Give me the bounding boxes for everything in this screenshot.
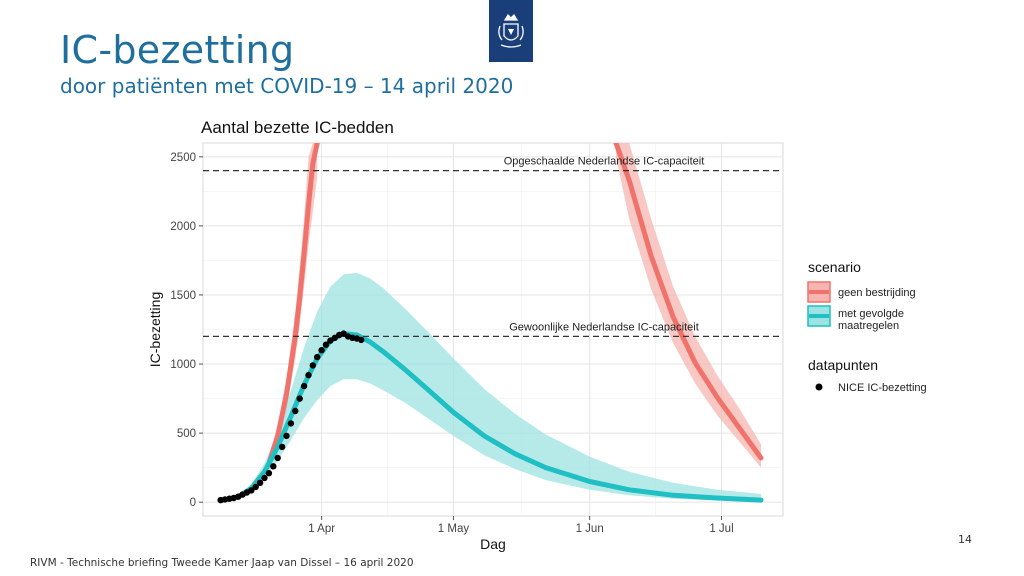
nice-data-point [270,463,277,470]
nice-data-point [248,487,255,494]
x-tick-label: 1 May [438,523,470,535]
y-axis-title: IC-bezetting [147,292,163,367]
nice-data-point [358,336,365,344]
series-line-met-gevolgde-maatregelen-0 [218,331,764,504]
series-line-geen-bestrijding-1 [613,143,764,461]
nice-data-point [300,382,308,390]
nice-data-point [265,470,273,477]
nice-data-point [292,407,299,415]
y-tick-label: 2000 [170,221,196,233]
plot-layer [218,143,764,504]
nice-data-point [296,395,303,402]
coat-of-arms-icon [498,13,524,48]
nice-data-point [283,432,290,440]
nice-data-point [287,420,295,427]
x-tick-label: 1 Jun [576,523,604,535]
nice-data-point [314,353,321,361]
legend-scenario-title: scenario [808,259,861,275]
chart-title: Aantal bezette IC-bedden [201,118,394,137]
y-tick-label: 1500 [170,290,196,302]
band-met-gevolgde-maatregelen-0 [220,272,762,502]
band-geen-bestrijding-1 [616,143,761,468]
footer-text: RIVM - Technische briefing Tweede Kamer … [30,557,414,569]
legend-scenario-label: maatregelen [838,320,899,332]
nice-data-point [278,443,286,451]
nice-data-point [274,454,281,462]
nice-data-point [252,483,259,491]
y-tick-label: 2500 [170,152,196,164]
y-tick-label: 1000 [170,359,196,371]
x-axis-title: Dag [480,536,506,552]
nice-data-point [261,474,268,482]
x-tick-label: 1 Apr [308,523,335,535]
legend-scenario-label: met gevolgde [838,308,904,320]
x-tick-label: 1 Jul [709,523,733,535]
slide-subtitle: door patiënten met COVID-19 – 14 april 2… [60,74,514,98]
y-tick-label: 500 [177,428,196,440]
reference-line-label-0: Opgeschaalde Nederlandse IC-capaciteit [504,156,705,168]
nice-data-point [305,371,312,379]
slide-title: IC-bezetting [60,28,295,72]
nice-data-point [309,362,316,369]
nice-data-point [322,341,330,348]
series-line-geen-bestrijding-0 [266,143,320,466]
legend-points-title: datapunten [808,357,878,373]
nice-data-point [256,479,264,486]
legend-point-swatch [815,383,823,391]
reference-line-label-1: Gewoonlijke Nederlandse IC-capaciteit [509,321,699,333]
page-number: 14 [958,533,972,546]
nice-data-point [318,347,325,354]
y-tick-label: 0 [190,497,196,509]
rijksoverheid-logo [489,0,533,62]
legend-scenario-label: geen bestrijding [838,287,916,299]
legend-point-label: NICE IC-bezetting [838,382,927,394]
